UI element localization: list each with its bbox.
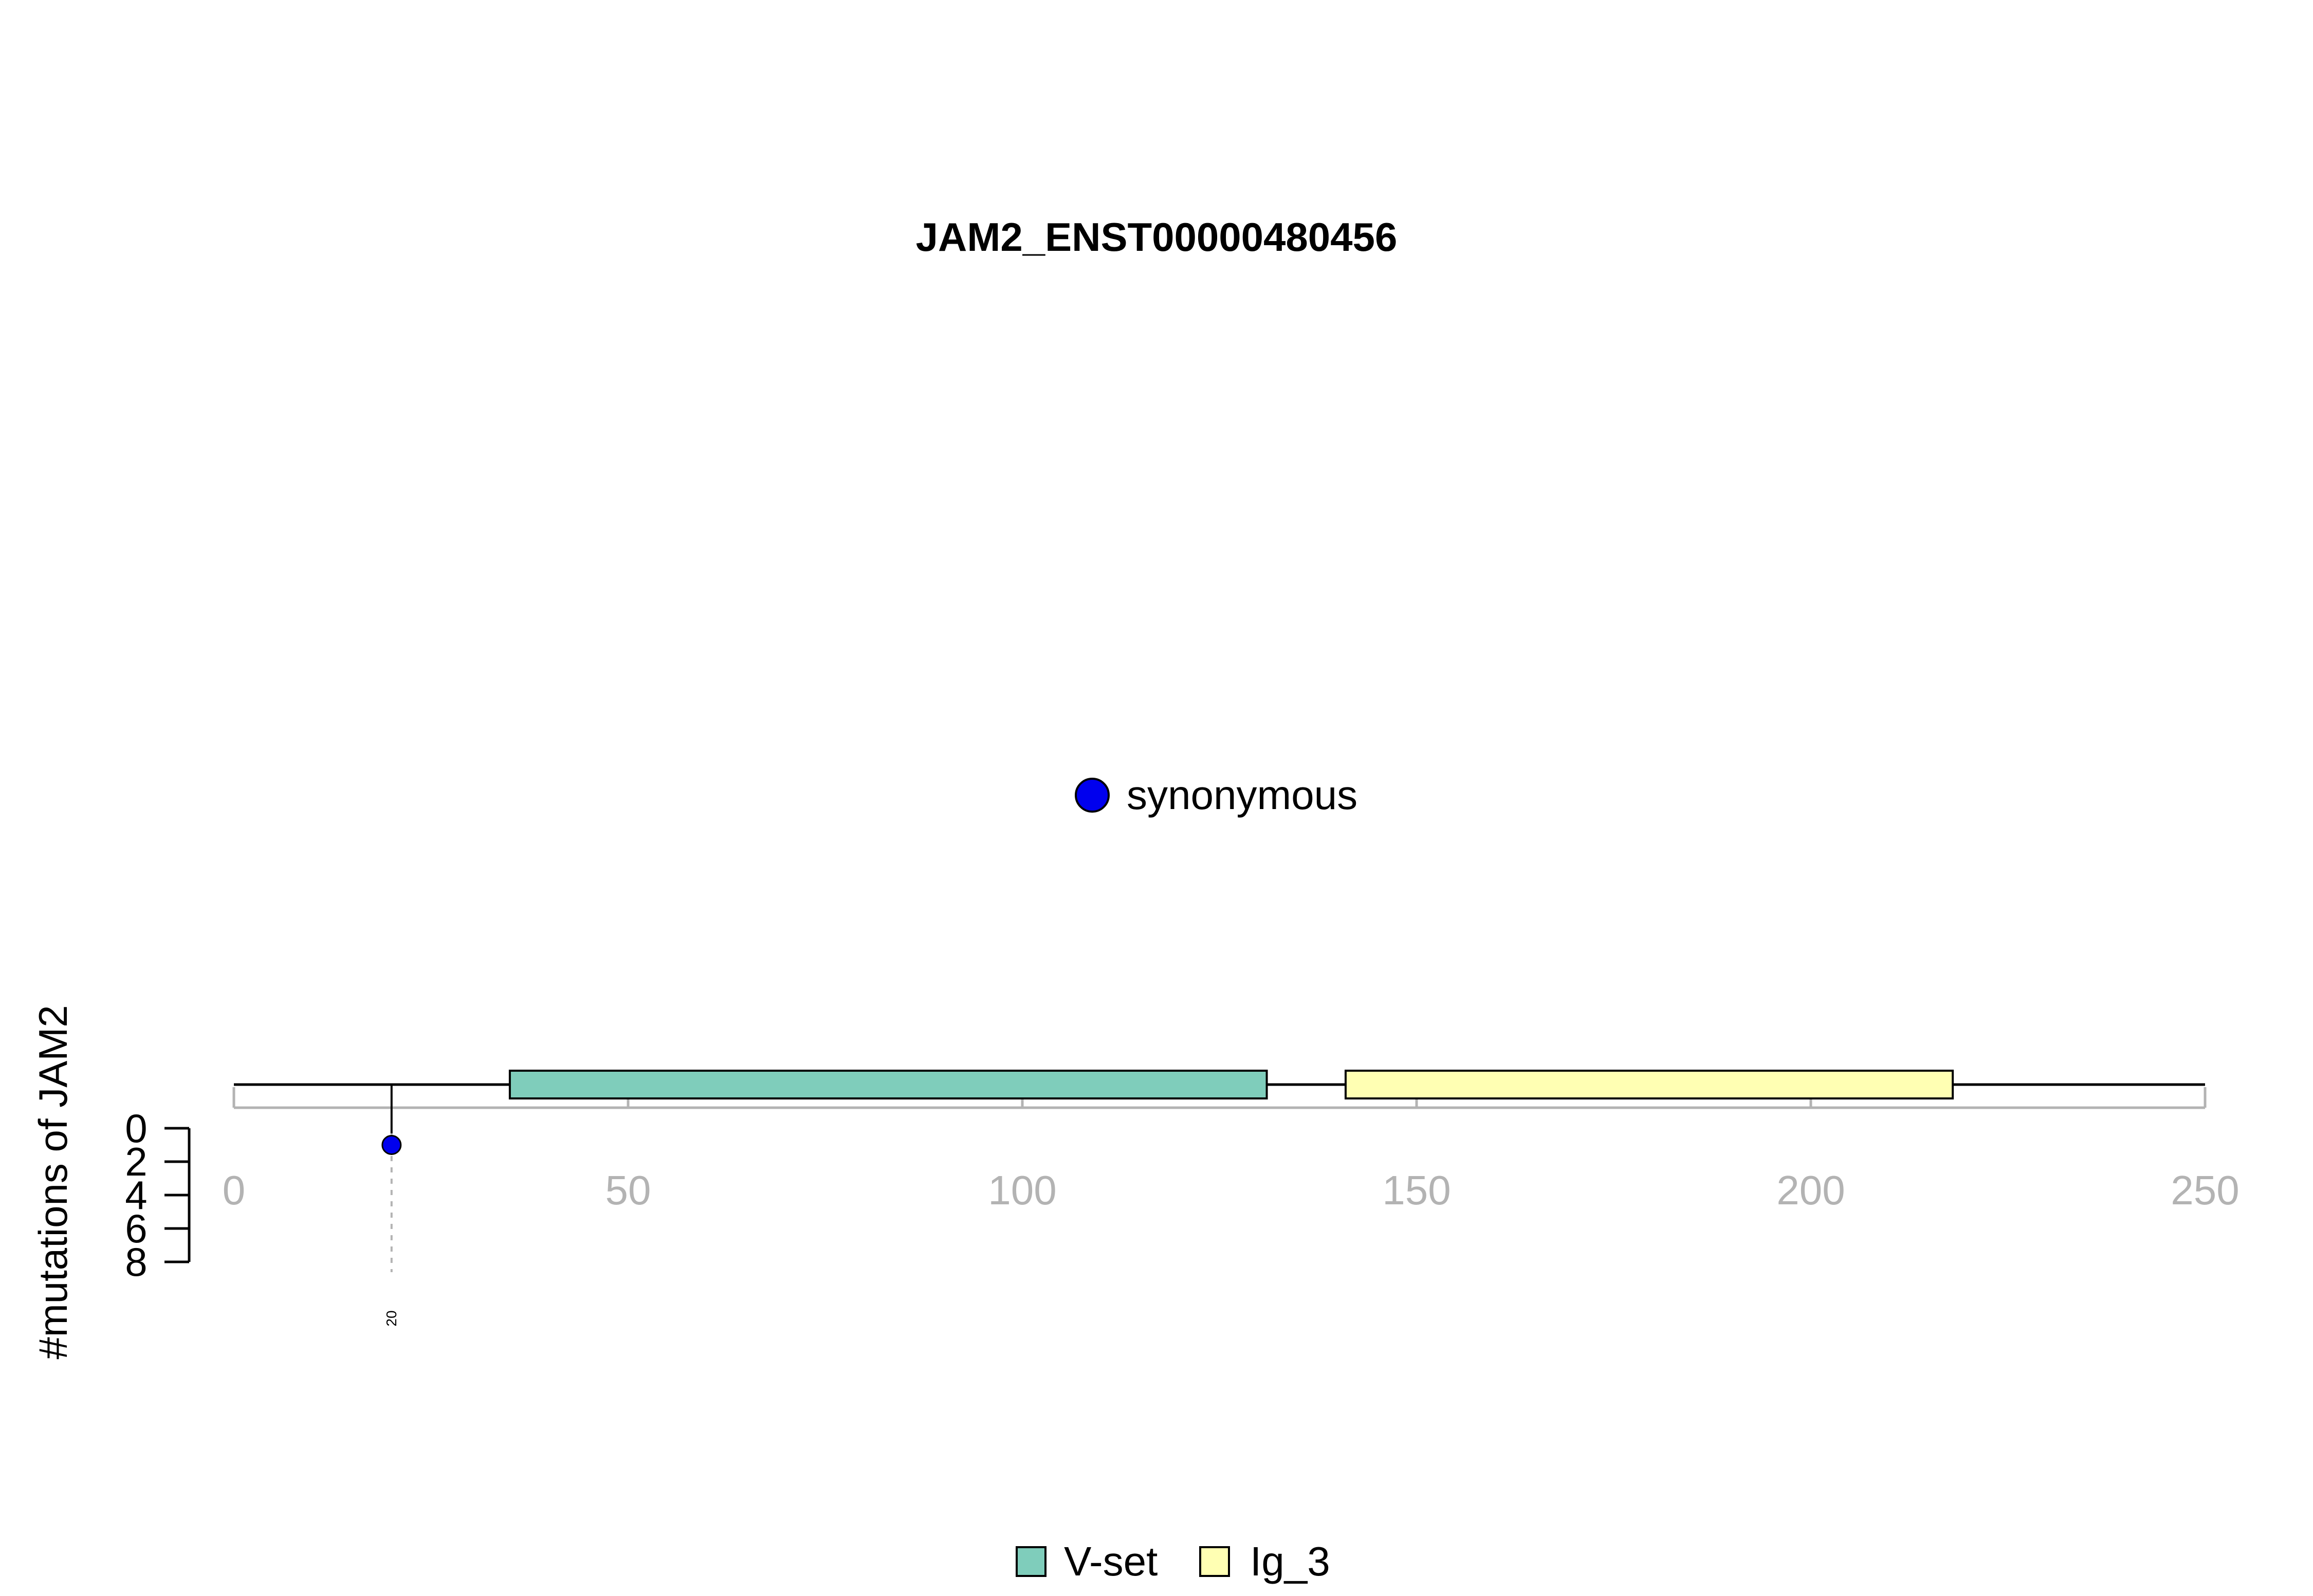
- legend-synonymous-label: synonymous: [1127, 772, 1357, 818]
- y-tick-label: 0: [125, 1106, 147, 1151]
- legend-swatch-v-set: [1016, 1546, 1047, 1577]
- y-tick-label: 2: [125, 1139, 147, 1184]
- y-tick-label: 4: [125, 1172, 147, 1218]
- y-axis-label: #mutations of JAM2: [30, 1005, 76, 1359]
- domain-ig-3: [1344, 1070, 1954, 1099]
- mutation-point: [381, 1135, 402, 1155]
- domains: [508, 1070, 1954, 1099]
- x-tick-label: 150: [1382, 1167, 1451, 1213]
- x-tick-label: 250: [2171, 1167, 2239, 1213]
- domain-legend: V-set Ig_3: [1016, 1538, 1330, 1584]
- mutations: 20: [381, 1085, 402, 1327]
- chart-title: JAM2_ENST00000480456: [916, 214, 1398, 260]
- domain-v-set: [508, 1070, 1268, 1099]
- legend-label-v-set: V-set: [1064, 1538, 1158, 1584]
- x-tick-label: 0: [223, 1167, 246, 1213]
- legend-swatch-ig-3: [1199, 1546, 1230, 1577]
- mutation-position-label: 20: [383, 1310, 399, 1326]
- y-tick-label: 8: [125, 1239, 147, 1285]
- x-tick-label: 200: [1776, 1167, 1845, 1213]
- x-tick-label: 100: [988, 1167, 1056, 1213]
- legend-label-ig-3: Ig_3: [1250, 1538, 1330, 1584]
- x-axis: 0 50 100 150 200 250: [223, 1087, 2239, 1213]
- y-tick-label: 6: [125, 1206, 147, 1251]
- legend-synonymous-marker: [1075, 778, 1110, 813]
- mutation-legend: synonymous: [1075, 772, 1357, 818]
- x-tick-label: 50: [605, 1167, 651, 1213]
